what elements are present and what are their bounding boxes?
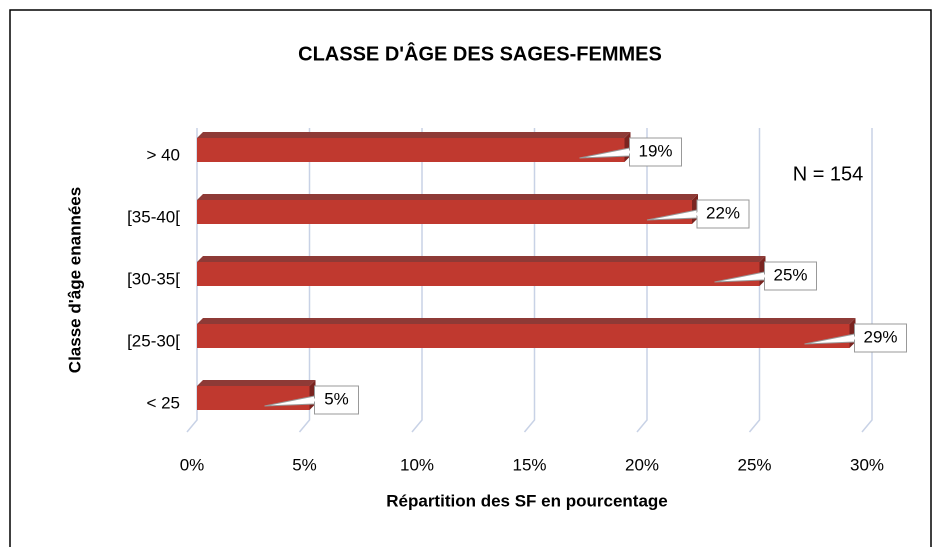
y-tick-label: [30-35[: [127, 269, 180, 288]
callout-cover: [763, 273, 766, 279]
y-tick-label: > 40: [146, 145, 180, 164]
annotation: N = 154: [793, 163, 864, 185]
bar: [197, 262, 760, 286]
x-tick-label: 25%: [737, 455, 771, 474]
bar: [197, 386, 310, 410]
grid-line: [523, 128, 536, 433]
callout-cover: [628, 149, 631, 155]
callout-cover: [853, 335, 856, 341]
callout-cover: [313, 397, 316, 403]
chart-title: CLASSE D'ÂGE DES SAGES-FEMMES: [298, 41, 662, 65]
x-tick-label: 20%: [625, 455, 659, 474]
grid-line: [298, 128, 311, 433]
bar-top: [197, 194, 698, 200]
value-label-box: [854, 323, 907, 353]
y-axis-label: Classe d'âge enannées: [65, 187, 84, 373]
x-tick-label: 10%: [400, 455, 434, 474]
y-tick-label: [25-30[: [127, 331, 180, 350]
grid-line: [748, 128, 761, 433]
grid-line: [411, 128, 423, 433]
bar-top: [197, 380, 316, 386]
value-label: 29%: [863, 327, 897, 346]
y-tick-label: < 25: [146, 393, 180, 412]
value-label: 22%: [706, 203, 740, 222]
grid-line: [186, 128, 198, 433]
y-tick-label: [35-40[: [127, 207, 180, 226]
bar: [197, 200, 692, 224]
value-label: 5%: [324, 389, 349, 408]
bar: [197, 324, 850, 348]
x-tick-label: 15%: [512, 455, 546, 474]
bar-top: [197, 132, 631, 138]
x-tick-label: 5%: [292, 455, 317, 474]
value-label: 25%: [773, 265, 807, 284]
x-tick-label: 0%: [180, 455, 205, 474]
x-axis-label: Répartition des SF en pourcentage: [386, 491, 668, 510]
bar: [197, 138, 625, 162]
grid-line: [861, 128, 873, 433]
callout-cover: [696, 211, 698, 217]
value-label-box: [764, 261, 817, 291]
bar-top: [197, 318, 856, 324]
grid-line: [636, 128, 648, 433]
bar-top: [197, 256, 766, 262]
value-label-box: [696, 199, 750, 229]
value-label-box: [314, 385, 359, 415]
x-tick-label: 30%: [850, 455, 884, 474]
value-label: 19%: [638, 141, 672, 160]
